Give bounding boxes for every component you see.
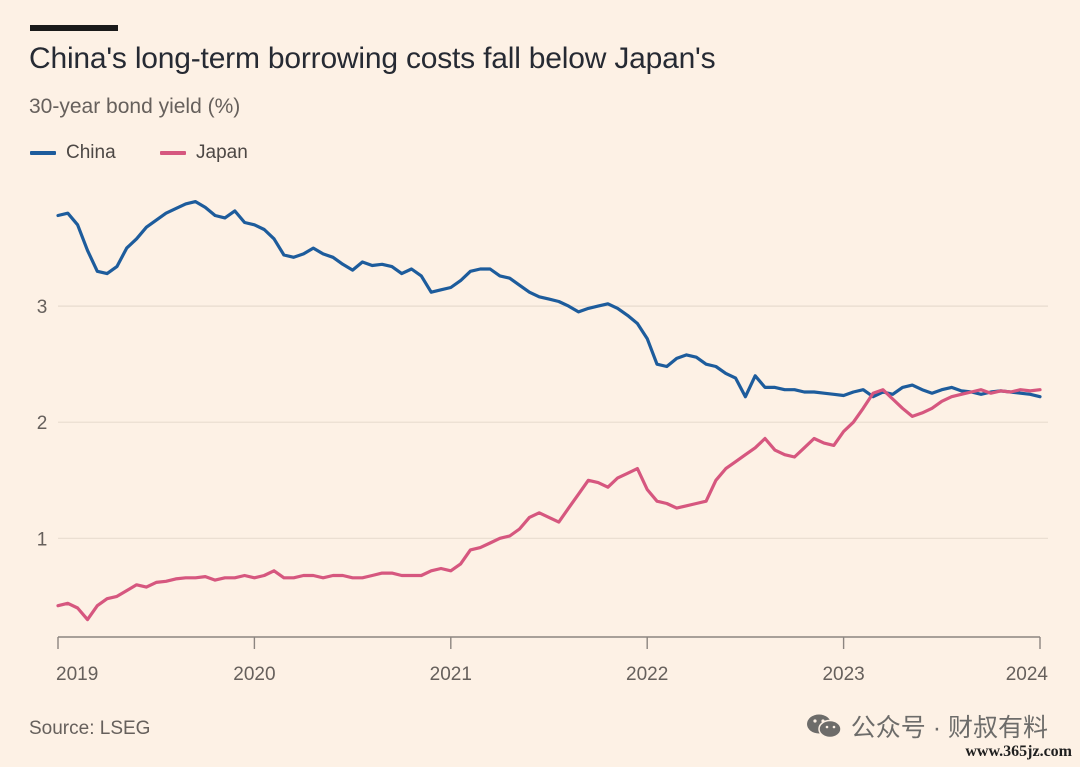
legend-item-japan: Japan <box>160 141 248 165</box>
x-tick-label-2020: 2020 <box>233 664 275 685</box>
chart-subtitle: 30-year bond yield (%) <box>29 95 241 118</box>
y-tick-label-3: 3 <box>37 297 48 318</box>
watermark-text: 公众号 · 财叔有料 <box>850 714 1048 742</box>
legend-label-china: China <box>66 142 116 163</box>
legend-swatch-japan <box>160 151 186 155</box>
wechat-icon <box>806 714 842 739</box>
title-accent-bar <box>30 25 118 31</box>
x-tick-label-2024: 2024 <box>1006 664 1049 685</box>
legend-swatch-china <box>30 151 56 155</box>
x-tick-label-2022: 2022 <box>626 664 668 685</box>
site-url: www.365jz.com <box>965 743 1072 760</box>
y-tick-label-1: 1 <box>37 529 48 550</box>
legend-item-china: China <box>30 141 116 165</box>
watermark: 公众号 · 财叔有料 <box>805 708 1048 744</box>
x-tick-label-2019: 2019 <box>56 664 98 685</box>
x-tick-label-2021: 2021 <box>430 664 472 685</box>
series-line-japan <box>56 388 1042 622</box>
series-line-china <box>56 200 1042 399</box>
y-tick-label-2: 2 <box>37 413 48 434</box>
chart-title: China's long-term borrowing costs fall b… <box>29 42 716 75</box>
legend-label-japan: Japan <box>196 142 248 163</box>
x-tick-label-2023: 2023 <box>822 664 864 685</box>
source-note: Source: LSEG <box>29 718 151 739</box>
